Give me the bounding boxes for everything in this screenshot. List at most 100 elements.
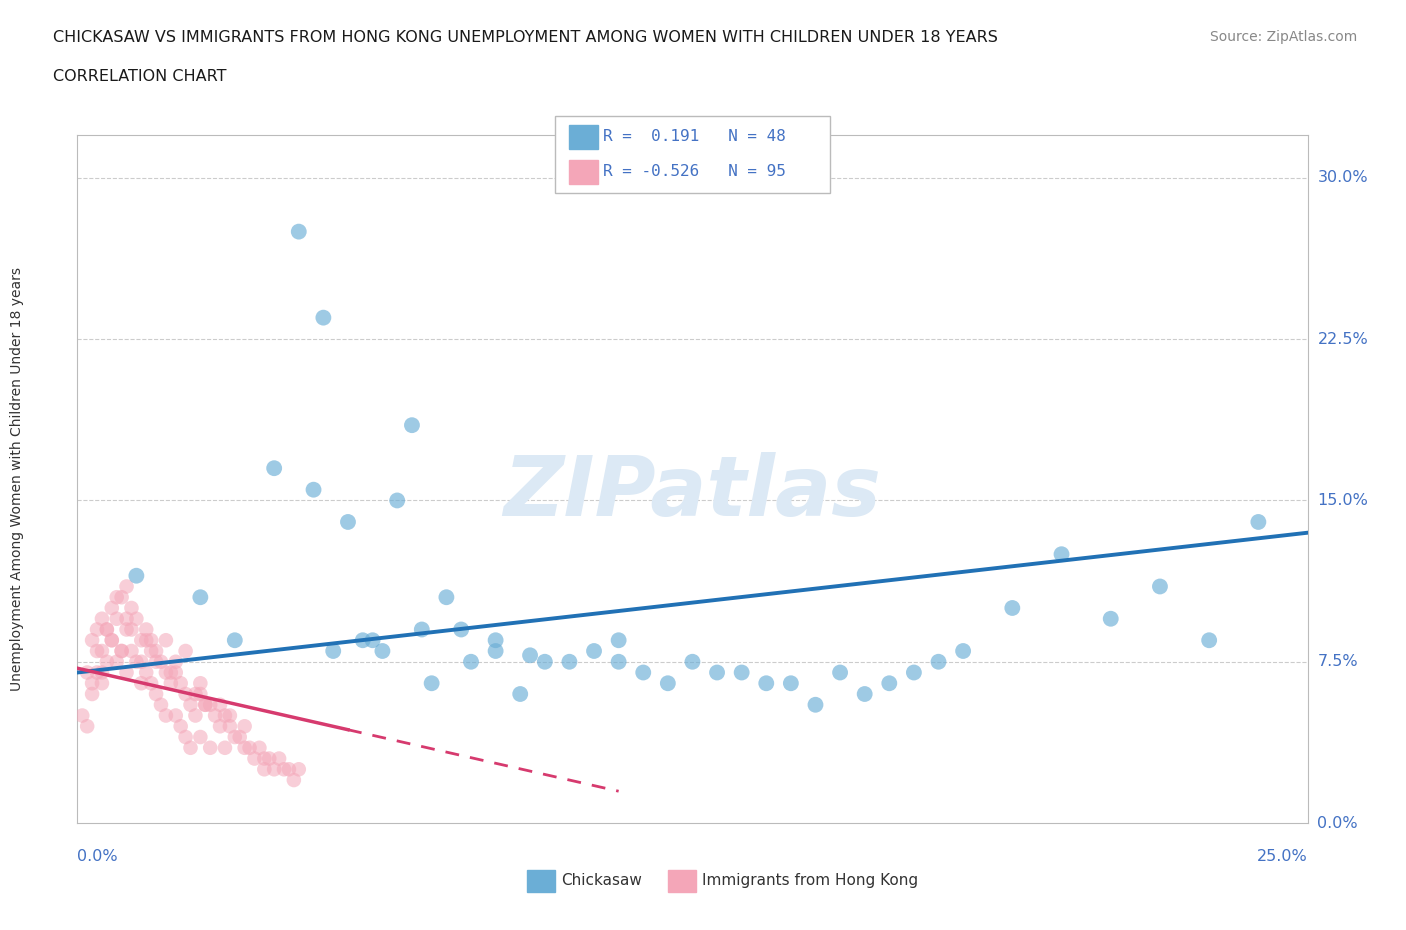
Point	[283, 773, 305, 788]
Text: Unemployment Among Women with Children Under 18 years: Unemployment Among Women with Children U…	[10, 267, 24, 691]
Point	[411, 622, 433, 637]
Point	[155, 632, 177, 647]
Point	[509, 686, 531, 701]
Point	[105, 611, 128, 626]
Point	[129, 632, 153, 647]
Point	[302, 483, 325, 498]
Point	[928, 655, 950, 670]
Point	[96, 655, 118, 670]
Point	[401, 418, 423, 432]
Point	[780, 676, 803, 691]
Point	[101, 632, 124, 647]
Point	[82, 686, 104, 701]
Point	[219, 708, 242, 723]
Text: 7.5%: 7.5%	[1317, 654, 1358, 670]
Point	[160, 676, 183, 691]
Point	[607, 632, 630, 647]
Point	[141, 632, 163, 647]
Point	[278, 762, 301, 777]
Point	[115, 622, 138, 637]
Text: 22.5%: 22.5%	[1317, 332, 1368, 347]
Point	[1001, 601, 1024, 616]
Point	[160, 665, 183, 680]
Point	[194, 698, 217, 712]
Point	[121, 644, 143, 658]
Point	[243, 751, 266, 766]
Point	[853, 686, 876, 701]
Point	[1149, 579, 1171, 594]
Point	[125, 655, 148, 670]
Point	[267, 751, 291, 766]
Point	[111, 644, 132, 658]
Point	[485, 632, 508, 647]
Point	[188, 676, 212, 691]
Point	[82, 632, 104, 647]
Point	[1099, 611, 1122, 626]
Point	[259, 751, 281, 766]
Point	[200, 740, 222, 755]
Point	[558, 655, 581, 670]
Point	[450, 622, 472, 637]
Point	[141, 676, 163, 691]
Point	[188, 590, 212, 604]
Point	[1247, 514, 1270, 529]
Point	[129, 676, 153, 691]
Text: 0.0%: 0.0%	[77, 849, 118, 864]
Point	[82, 676, 104, 691]
Point	[90, 644, 114, 658]
Point	[633, 665, 655, 680]
Text: CHICKASAW VS IMMIGRANTS FROM HONG KONG UNEMPLOYMENT AMONG WOMEN WITH CHILDREN UN: CHICKASAW VS IMMIGRANTS FROM HONG KONG U…	[53, 30, 998, 45]
Point	[129, 655, 153, 670]
Point	[90, 665, 114, 680]
Point	[115, 579, 138, 594]
Point	[174, 729, 197, 744]
Point	[263, 762, 285, 777]
Point	[209, 719, 232, 734]
Point	[361, 632, 384, 647]
Point	[460, 655, 482, 670]
Point	[903, 665, 925, 680]
Text: 0.0%: 0.0%	[1317, 816, 1358, 830]
Point	[165, 665, 187, 680]
Point	[111, 590, 132, 604]
Point	[273, 762, 295, 777]
Point	[121, 601, 143, 616]
Point	[180, 740, 202, 755]
Point	[155, 665, 177, 680]
Point	[135, 622, 157, 637]
Point	[150, 655, 173, 670]
Point	[105, 655, 128, 670]
Point	[239, 740, 262, 755]
Point	[233, 719, 256, 734]
Point	[436, 590, 458, 604]
Point	[253, 762, 276, 777]
Text: R =  0.191   N = 48: R = 0.191 N = 48	[603, 129, 786, 144]
Point	[170, 676, 193, 691]
Point	[224, 729, 246, 744]
Point	[322, 644, 344, 658]
Text: Source: ZipAtlas.com: Source: ZipAtlas.com	[1209, 30, 1357, 44]
Point	[263, 460, 285, 475]
Point	[96, 622, 118, 637]
Point	[184, 686, 207, 701]
Point	[214, 708, 236, 723]
Point	[233, 740, 256, 755]
Point	[86, 644, 108, 658]
Point	[70, 708, 93, 723]
Point	[804, 698, 827, 712]
Point	[115, 611, 138, 626]
Point	[90, 611, 114, 626]
Point	[115, 665, 138, 680]
Point	[111, 644, 132, 658]
Point	[194, 698, 217, 712]
Point	[706, 665, 728, 680]
Point	[385, 493, 409, 508]
Point	[135, 632, 157, 647]
Point	[952, 644, 974, 658]
Point	[288, 224, 311, 239]
Point	[86, 622, 108, 637]
Point	[519, 648, 541, 663]
Point	[214, 740, 236, 755]
Text: 25.0%: 25.0%	[1257, 849, 1308, 864]
Point	[76, 665, 98, 680]
